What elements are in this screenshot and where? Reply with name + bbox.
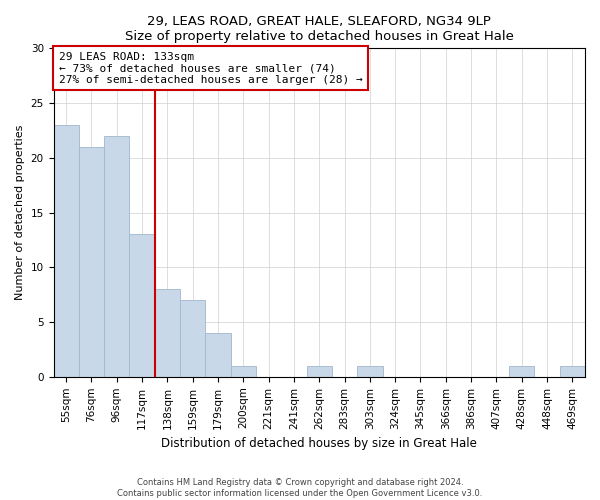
X-axis label: Distribution of detached houses by size in Great Hale: Distribution of detached houses by size …	[161, 437, 477, 450]
Bar	[307, 366, 332, 377]
Y-axis label: Number of detached properties: Number of detached properties	[15, 125, 25, 300]
Bar	[130, 234, 155, 377]
Bar	[560, 366, 585, 377]
Text: 29 LEAS ROAD: 133sqm
← 73% of detached houses are smaller (74)
27% of semi-detac: 29 LEAS ROAD: 133sqm ← 73% of detached h…	[59, 52, 362, 85]
Bar	[104, 136, 130, 377]
Bar	[205, 333, 230, 377]
Bar	[180, 300, 205, 377]
Text: Contains HM Land Registry data © Crown copyright and database right 2024.
Contai: Contains HM Land Registry data © Crown c…	[118, 478, 482, 498]
Bar	[155, 289, 180, 377]
Bar	[509, 366, 535, 377]
Title: 29, LEAS ROAD, GREAT HALE, SLEAFORD, NG34 9LP
Size of property relative to detac: 29, LEAS ROAD, GREAT HALE, SLEAFORD, NG3…	[125, 15, 514, 43]
Bar	[53, 125, 79, 377]
Bar	[79, 147, 104, 377]
Bar	[357, 366, 383, 377]
Bar	[230, 366, 256, 377]
